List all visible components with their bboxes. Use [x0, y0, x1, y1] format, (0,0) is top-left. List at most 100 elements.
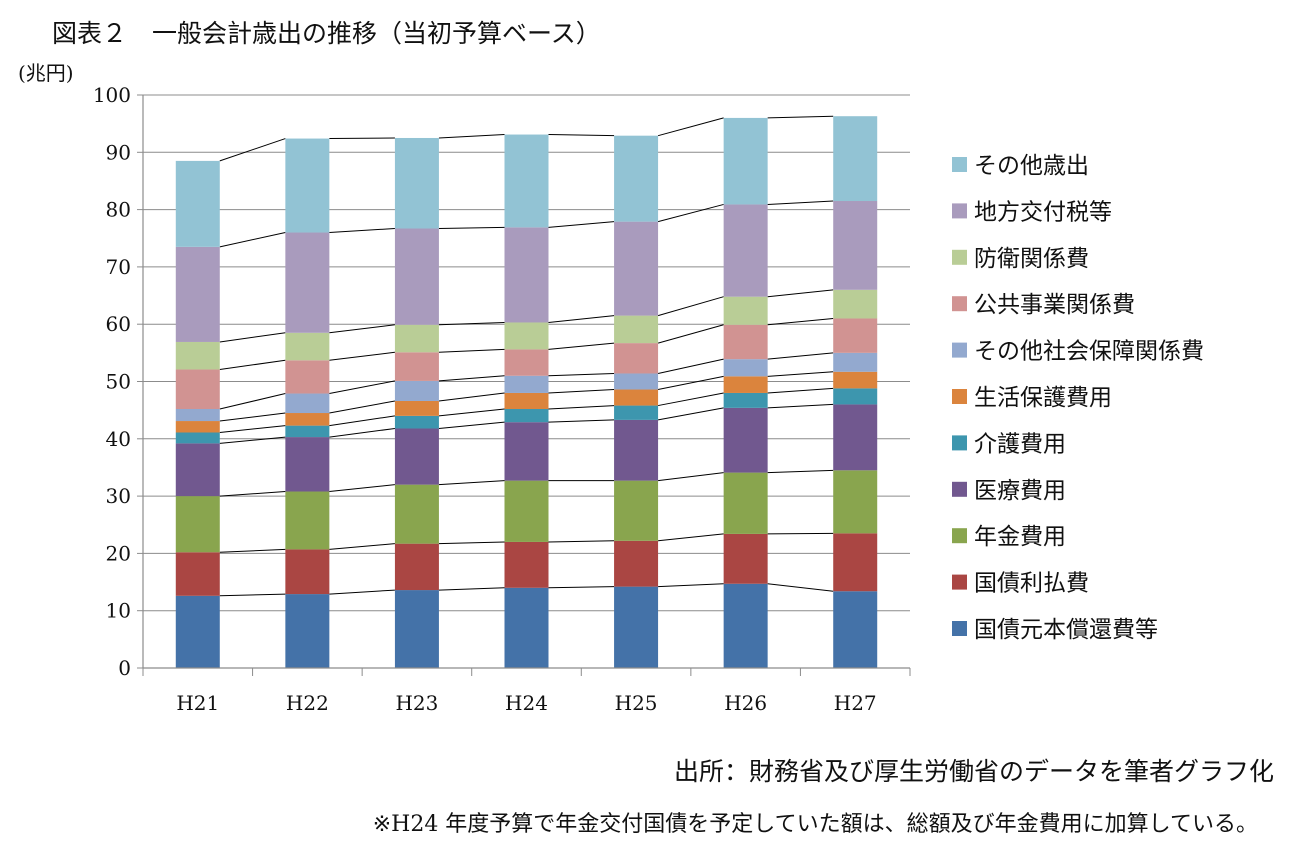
- bar-H26-series-7: [723, 324, 768, 360]
- bar-H24-series-0: [504, 587, 549, 668]
- connector-series-5-1: [329, 400, 396, 414]
- bar-H26-series-10: [723, 117, 768, 205]
- connector-series-1-0: [219, 548, 286, 553]
- connector-series-2-1: [329, 484, 395, 493]
- connector-series-6-2: [438, 375, 505, 382]
- connector-series-8-0: [219, 332, 286, 343]
- connector-series-10-1: [329, 137, 395, 140]
- connector-series-8-5: [767, 289, 834, 298]
- connector-series-10-2: [438, 134, 505, 139]
- connector-series-0-2: [438, 587, 505, 591]
- bar-H25-series-3: [614, 419, 659, 481]
- y-tick-label-90: 90: [106, 140, 131, 164]
- connector-series-8-1: [329, 324, 395, 334]
- bar-H24-series-10: [504, 134, 549, 228]
- bar-H27-series-3: [833, 404, 878, 471]
- x-tick-label-H22: H22: [286, 691, 329, 715]
- legend-label-5: 生活保護費用: [974, 385, 1112, 411]
- connector-series-3-0: [219, 436, 286, 444]
- bar-H22-series-8: [285, 332, 330, 361]
- legend-swatch-3: [952, 481, 967, 497]
- connector-series-5-4: [657, 375, 724, 391]
- connector-series-4-1: [329, 415, 396, 427]
- chart-title: 図表２ 一般会計歳出の推移（当初予算ベース）: [52, 19, 601, 48]
- connector-series-0-0: [219, 593, 286, 597]
- bar-H27-series-1: [833, 533, 878, 592]
- connector-series-6-1: [329, 380, 396, 395]
- connector-series-4-2: [438, 408, 505, 417]
- connector-series-6-5: [767, 352, 834, 360]
- connector-series-2-5: [767, 469, 834, 474]
- x-tick-label-H21: H21: [176, 691, 219, 715]
- bar-H23-series-4: [394, 415, 439, 429]
- bar-H26-series-2: [723, 472, 768, 534]
- connector-series-6-3: [548, 372, 615, 377]
- connector-series-3-3: [548, 419, 615, 423]
- legend-swatch-6: [952, 342, 967, 358]
- legend-swatch-2: [952, 528, 967, 544]
- x-tick-label-H24: H24: [505, 691, 548, 715]
- connector-series-1-2: [438, 541, 505, 545]
- bar-H23-series-0: [394, 590, 439, 668]
- bar-H23-series-7: [394, 352, 439, 381]
- bar-H24-series-7: [504, 349, 549, 376]
- x-tick-label-H26: H26: [724, 691, 767, 715]
- bar-H24-series-5: [504, 392, 549, 410]
- bar-H26-series-3: [723, 407, 768, 473]
- bar-H24-series-2: [504, 480, 549, 542]
- bar-H22-series-10: [285, 138, 330, 233]
- bar-H21-series-9: [175, 246, 220, 342]
- legend-swatch-4: [952, 435, 967, 451]
- bar-H22-series-2: [285, 491, 330, 550]
- y-tick-label-60: 60: [106, 312, 131, 336]
- bar-H22-series-9: [285, 232, 330, 333]
- connector-series-1-5: [767, 532, 834, 535]
- bar-H23-series-2: [394, 484, 439, 544]
- connector-series-4-4: [657, 392, 724, 407]
- bar-H26-series-4: [723, 392, 768, 408]
- bar-H27-series-2: [833, 470, 878, 534]
- connector-series-10-5: [767, 115, 834, 119]
- connector-series-3-1: [329, 427, 395, 438]
- legend: その他歳出地方交付税等防衛関係費公共事業関係費その他社会保障関係費生活保護費用介…: [952, 153, 1204, 643]
- bar-H23-series-5: [394, 400, 439, 416]
- connector-series-10-4: [657, 117, 724, 137]
- y-tick-label-50: 50: [106, 370, 131, 394]
- connector-series-5-3: [548, 389, 615, 394]
- y-tick-label-40: 40: [106, 427, 131, 451]
- connector-series-7-2: [438, 348, 505, 353]
- bar-H24-series-6: [504, 375, 549, 393]
- series-connector-lines: [219, 115, 834, 597]
- bar-H25-series-9: [614, 221, 659, 316]
- connector-series-6-0: [219, 393, 286, 410]
- bar-H21-series-8: [175, 341, 220, 370]
- bar-H25-series-8: [614, 315, 659, 344]
- connector-series-7-3: [548, 342, 615, 350]
- bar-H25-series-6: [614, 373, 659, 390]
- connector-series-8-2: [438, 321, 505, 326]
- connector-series-4-3: [548, 405, 615, 410]
- legend-swatch-0: [952, 621, 967, 636]
- bar-H21-series-6: [175, 409, 220, 422]
- connector-series-5-5: [767, 371, 834, 377]
- legend-label-9: 地方交付税等: [974, 199, 1112, 225]
- x-tick-label-H27: H27: [834, 691, 877, 715]
- x-tick-label-H23: H23: [395, 691, 438, 715]
- bar-H22-series-1: [285, 549, 330, 595]
- connector-series-10-0: [219, 138, 286, 162]
- bar-H27-series-10: [833, 116, 878, 202]
- bar-H21-series-2: [175, 496, 220, 553]
- bar-H24-series-9: [504, 227, 549, 323]
- connector-series-9-1: [329, 228, 395, 234]
- y-axis-unit-label: (兆円): [18, 61, 74, 85]
- connector-series-2-2: [438, 480, 505, 486]
- connector-series-6-4: [657, 358, 724, 374]
- bar-H21-series-3: [175, 443, 220, 497]
- connector-series-7-1: [329, 351, 395, 361]
- legend-label-8: 防衛関係費: [974, 246, 1089, 272]
- legend-label-3: 医療費用: [974, 478, 1066, 504]
- bar-H22-series-7: [285, 360, 330, 394]
- connector-series-1-1: [329, 543, 395, 550]
- bar-H22-series-4: [285, 425, 330, 438]
